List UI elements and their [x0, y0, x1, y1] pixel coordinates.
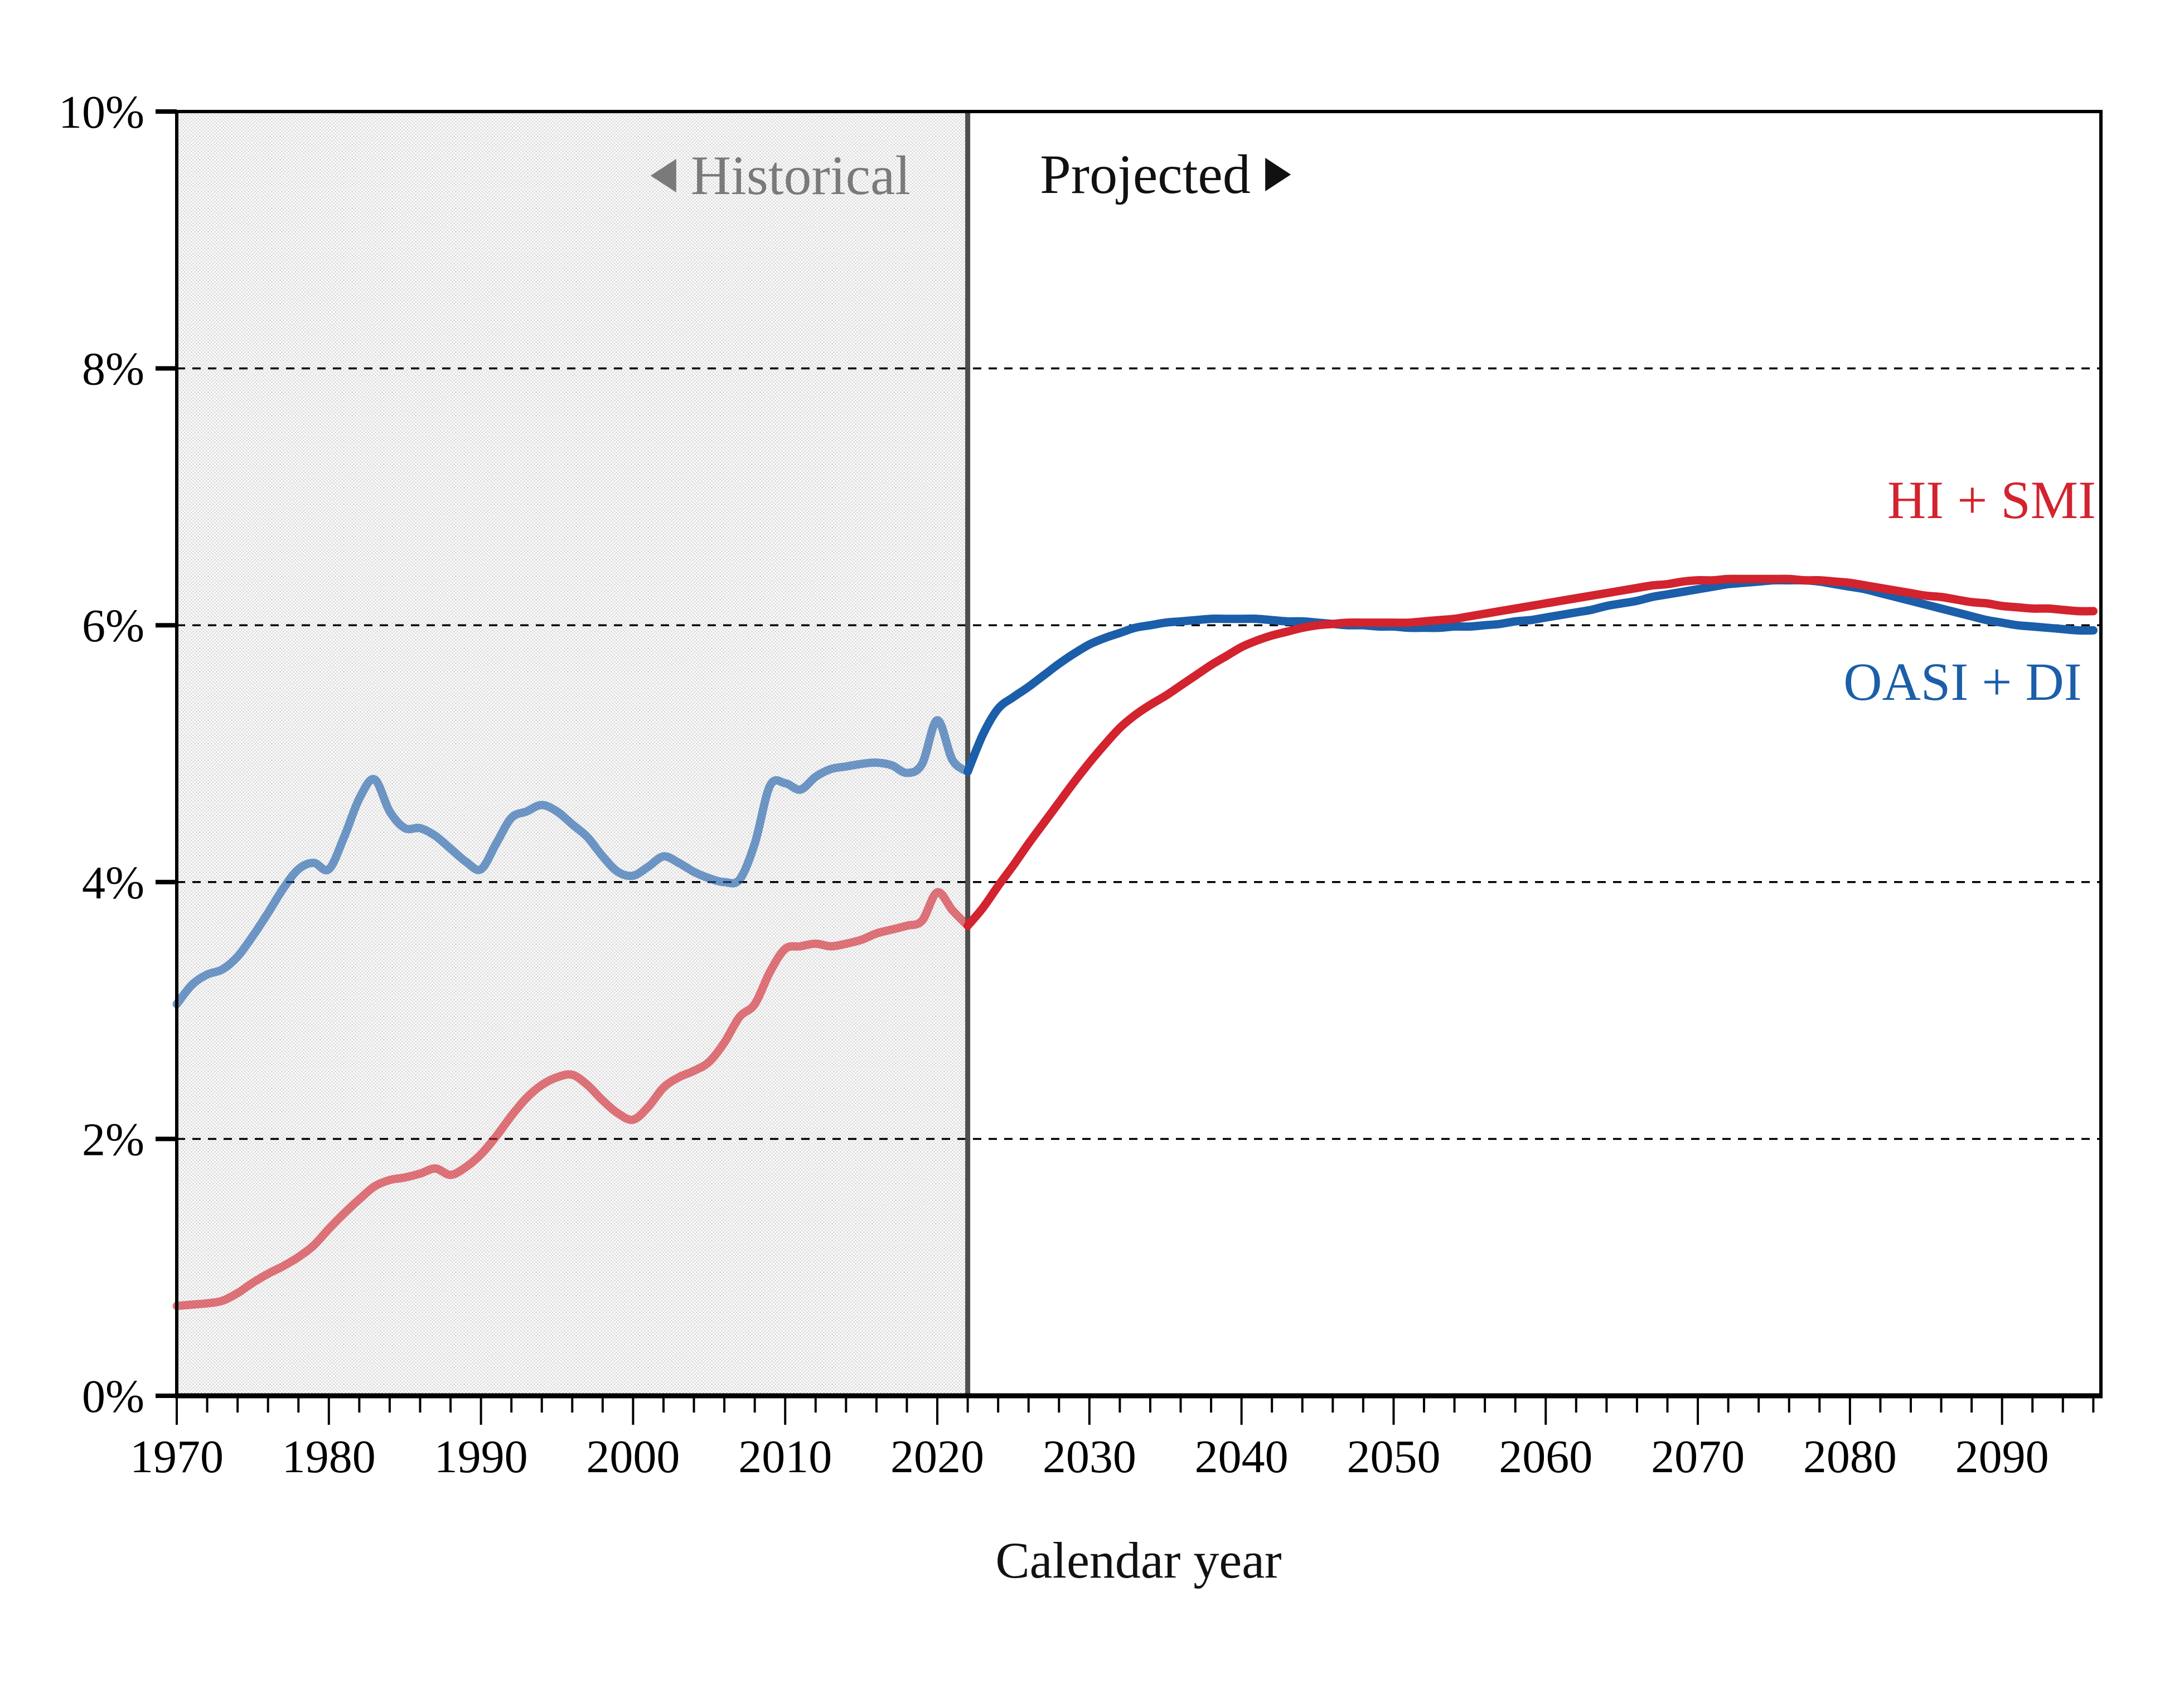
- legend-hi-smi: HI + SMI: [1887, 473, 2096, 527]
- x-tick-label-1970: 1970: [130, 1431, 224, 1483]
- x-tick-label-2010: 2010: [738, 1431, 832, 1483]
- y-tick-labels: 0% 2% 4% 6% 8% 10%: [59, 86, 144, 1423]
- x-tick-label-2000: 2000: [586, 1431, 680, 1483]
- x-tick-label-2070: 2070: [1651, 1431, 1745, 1483]
- legend-oasi-di: OASI + DI: [1843, 655, 2081, 709]
- historical-region-label: Historical: [650, 144, 911, 206]
- historical-label-text: Historical: [690, 144, 911, 206]
- y-tick-label-0pct: 0%: [82, 1371, 144, 1423]
- oasi-di-line-historical: [172, 716, 972, 1009]
- projected-label-text: Projected: [1040, 143, 1251, 205]
- x-tick-label-2060: 2060: [1499, 1431, 1592, 1483]
- x-tick-label-1980: 1980: [282, 1431, 376, 1483]
- x-axis-title-text: Calendar year: [995, 1532, 1282, 1589]
- y-tick-label-6pct: 6%: [82, 600, 144, 652]
- hi-smi-line-projected: [963, 574, 2098, 930]
- legend-hi-smi-text: HI + SMI: [1887, 470, 2096, 530]
- right-arrow-icon: [1265, 158, 1291, 191]
- x-axis-title: Calendar year: [995, 1535, 1281, 1586]
- axis-ticks: [156, 109, 2095, 1425]
- left-arrow-icon: [650, 159, 676, 192]
- x-tick-label-1990: 1990: [434, 1431, 528, 1483]
- y-tick-label-2pct: 2%: [82, 1114, 144, 1165]
- x-tick-label-2090: 2090: [1955, 1431, 2049, 1483]
- x-tick-label-2020: 2020: [890, 1431, 984, 1483]
- hi-smi-line-historical: [172, 888, 972, 1310]
- oasi-di-line-projected: [963, 575, 2098, 776]
- y-tick-label-8pct: 8%: [82, 344, 144, 395]
- y-tick-label-4pct: 4%: [82, 857, 144, 909]
- projected-region-label: Projected: [1040, 147, 1291, 202]
- x-tick-label-2030: 2030: [1043, 1431, 1136, 1483]
- legend-oasi-di-text: OASI + DI: [1843, 652, 2082, 712]
- historical-region-shading: [177, 112, 968, 1396]
- x-tick-label-2040: 2040: [1195, 1431, 1289, 1483]
- y-tick-label-10pct: 10%: [59, 86, 144, 138]
- x-tick-labels: 1970 1980 1990 2000 2010 2020 2030 2040 2050 2060…: [130, 1431, 2049, 1483]
- x-tick-label-2050: 2050: [1347, 1431, 1440, 1483]
- x-tick-label-2080: 2080: [1803, 1431, 1897, 1483]
